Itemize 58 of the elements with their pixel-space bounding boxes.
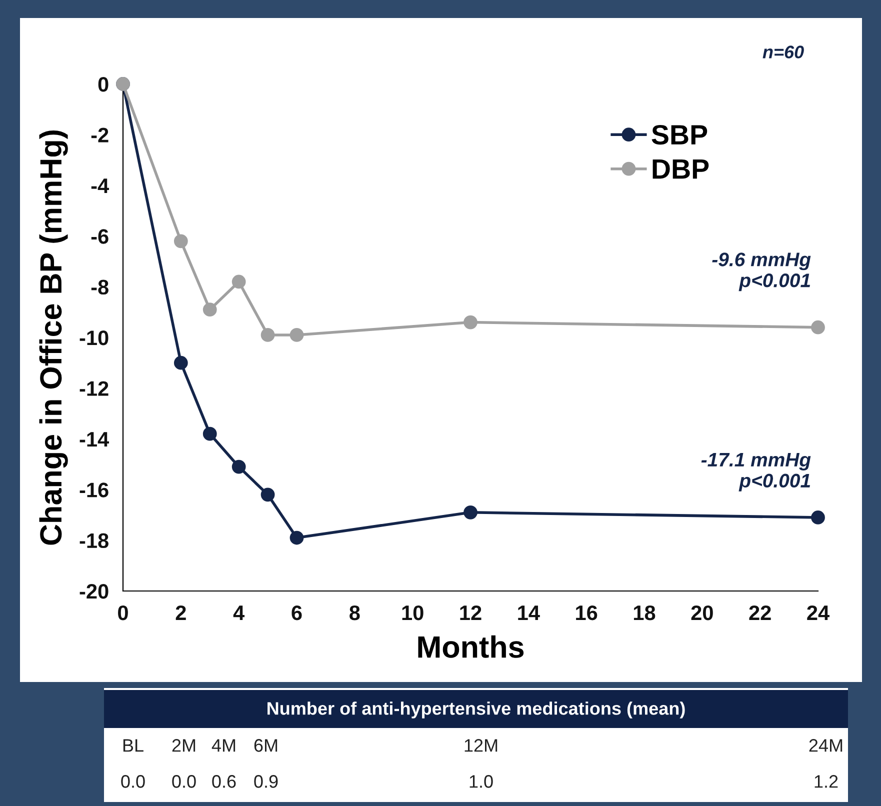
annotation: -17.1 mmHg p<0.001 <box>701 453 811 492</box>
text: 0.6 <box>212 775 236 788</box>
x-tick-label: 2 <box>176 605 186 620</box>
text: 0.9 <box>254 775 278 788</box>
annotation: -9.6 mmHg p<0.001 <box>712 252 811 292</box>
x-tick-label: 8 <box>350 605 360 620</box>
point <box>202 426 217 441</box>
text: 12M <box>464 739 498 752</box>
x-tick-label: 10 <box>402 605 424 620</box>
point <box>174 234 188 248</box>
point <box>202 302 217 317</box>
text: n=60 <box>762 46 804 58</box>
x-tick-label: 22 <box>749 605 771 620</box>
y-tick-label: -16 <box>80 482 108 498</box>
y-axis-title: Change in Office BP (mmHg) <box>39 130 68 545</box>
y-tick-label: -12 <box>80 381 108 396</box>
point <box>260 328 275 342</box>
point <box>290 328 304 342</box>
point <box>174 356 188 370</box>
y-tick-label: -10 <box>80 330 108 346</box>
point <box>232 460 246 474</box>
x-tick-label: 16 <box>576 605 598 620</box>
y-tick-label: -14 <box>80 432 109 446</box>
text: Number of anti-hypertensive medications (mean) <box>268 702 685 718</box>
x-tick-label: 4 <box>233 606 245 620</box>
y-tick-label: -6 <box>91 229 108 244</box>
text: BL <box>123 739 144 752</box>
text: 1.0 <box>470 775 493 788</box>
point <box>811 510 825 524</box>
point <box>464 505 478 520</box>
x-tick-label: 12 <box>460 605 482 620</box>
x-tick-label: 0 <box>118 605 128 620</box>
point <box>232 274 246 289</box>
y-tick-label: 0 <box>98 77 108 92</box>
point <box>290 530 304 545</box>
point <box>260 488 275 502</box>
text: 2M <box>172 739 196 752</box>
x-tick-label: 14 <box>518 606 540 620</box>
text: 24M <box>809 739 842 752</box>
x-tick-label: 24 <box>807 605 830 620</box>
text: 1.2 <box>814 775 838 788</box>
x-axis-title: Months <box>418 635 524 658</box>
x-tick-label: 6 <box>292 605 302 620</box>
text: 0.0 <box>121 775 145 788</box>
text: 4M <box>212 739 236 752</box>
legend-label: SBP <box>652 124 708 145</box>
point <box>811 320 825 334</box>
y-tick-label: -8 <box>91 280 108 295</box>
legend-label: DBP <box>652 159 709 179</box>
x-tick-label: 18 <box>634 605 656 620</box>
y-tick-label: -2 <box>91 128 108 142</box>
x-tick-label: 20 <box>691 605 713 620</box>
y-tick-label: -20 <box>80 584 108 599</box>
y-tick-label: -18 <box>80 533 108 548</box>
point <box>464 315 478 330</box>
text: 0.0 <box>172 775 196 788</box>
y-tick-label: -4 <box>91 178 109 193</box>
text: 6M <box>254 739 278 752</box>
